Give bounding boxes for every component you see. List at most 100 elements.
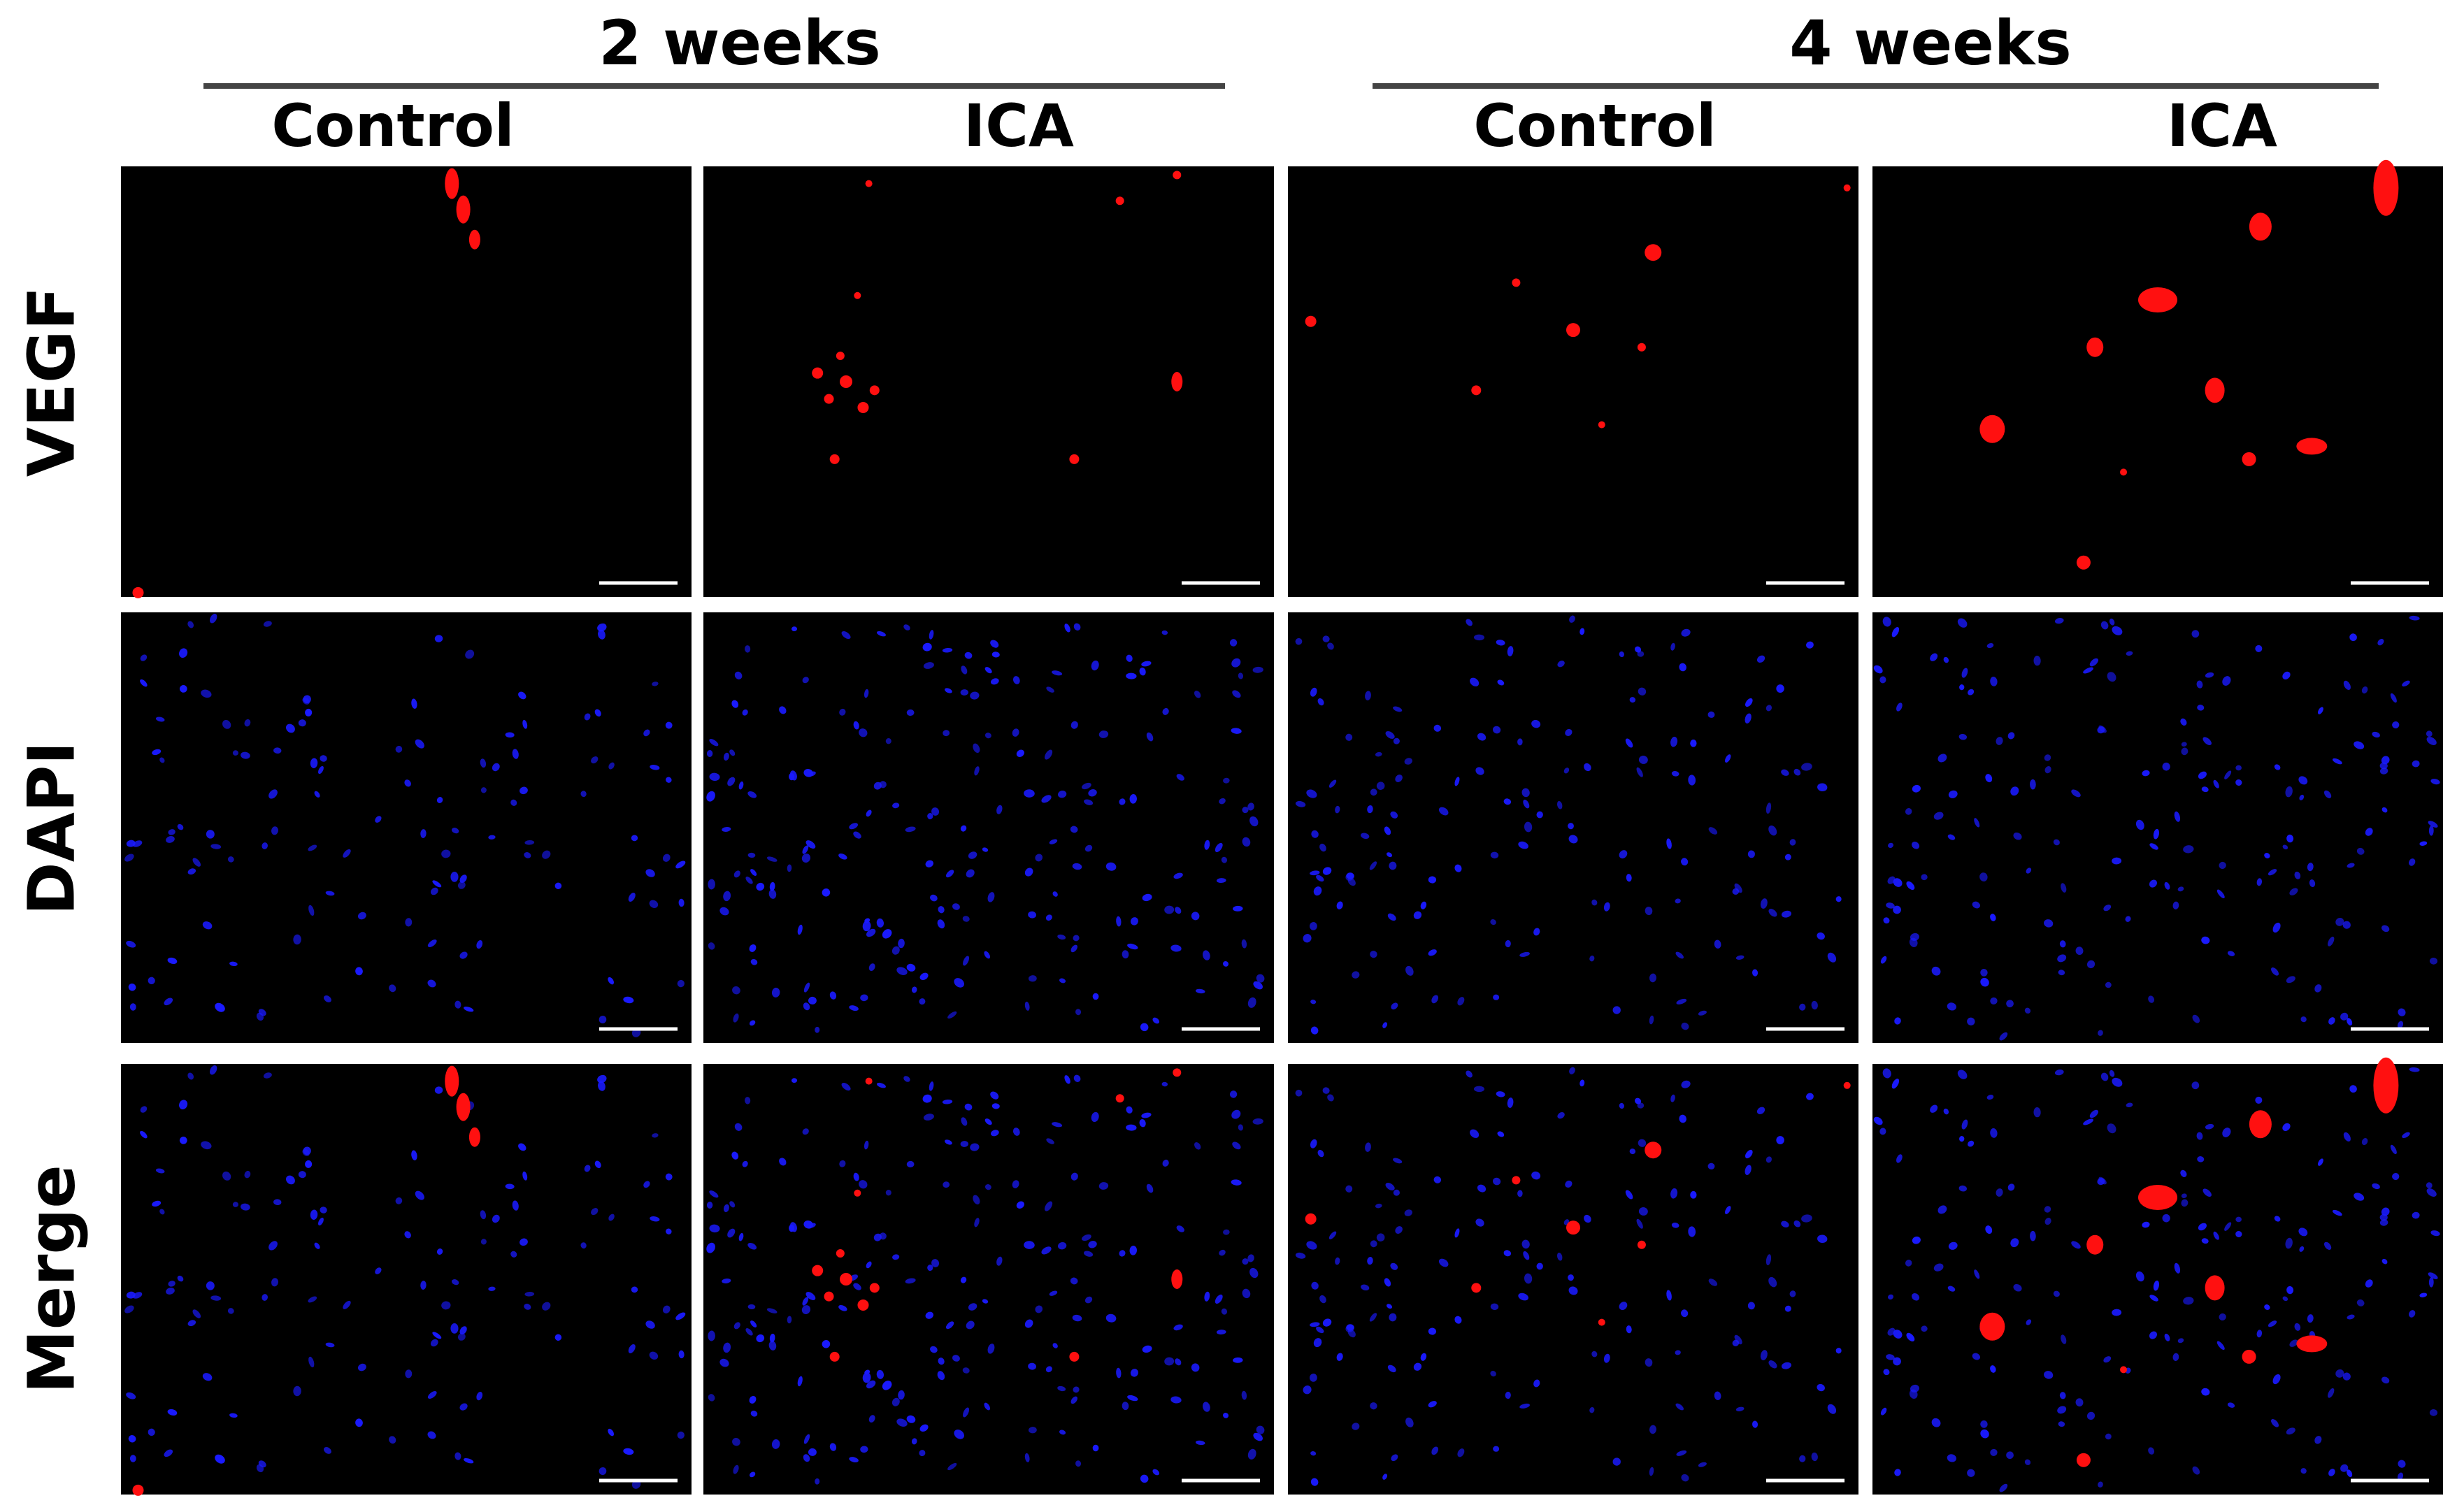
nucleus xyxy=(922,1094,932,1103)
nucleus xyxy=(1433,724,1442,732)
nucleus xyxy=(1563,768,1570,774)
nucleus xyxy=(1370,1240,1377,1248)
vegf-signal xyxy=(840,1273,852,1286)
nucleus xyxy=(1799,1003,1806,1011)
nucleus xyxy=(432,1332,442,1339)
nucleus xyxy=(1670,1188,1678,1199)
nucleus xyxy=(1894,1017,1901,1025)
nucleus xyxy=(808,1448,817,1456)
vegf-signal xyxy=(2373,1057,2399,1114)
nucleus xyxy=(982,847,989,852)
nucleus xyxy=(1405,965,1414,976)
nucleus xyxy=(2097,1178,2105,1186)
nucleus xyxy=(1141,661,1152,667)
nucleus xyxy=(1173,872,1183,879)
nucleus xyxy=(2255,1096,2263,1104)
nucleus xyxy=(2135,819,2144,830)
nucleus xyxy=(930,1346,938,1353)
nucleus xyxy=(1024,867,1033,877)
nucleus xyxy=(964,651,973,659)
nucleus xyxy=(1336,901,1343,909)
nucleus xyxy=(2309,879,2316,888)
nucleus xyxy=(1370,1402,1377,1410)
nucleus xyxy=(747,852,756,858)
nucleus xyxy=(984,1118,992,1125)
nucleus xyxy=(1986,1094,1994,1100)
nucleus xyxy=(1012,1128,1020,1136)
nucleus xyxy=(2083,1118,2093,1125)
nucleus xyxy=(459,1403,468,1411)
nucleus xyxy=(505,1183,515,1190)
nucleus xyxy=(1533,928,1540,936)
nucleus xyxy=(996,1256,1003,1266)
nucleus xyxy=(1428,949,1437,956)
nucleus xyxy=(1347,1329,1356,1338)
nucleus xyxy=(1070,826,1078,833)
nucleus xyxy=(1580,628,1585,635)
nucleus xyxy=(1521,788,1530,798)
nucleus xyxy=(1470,677,1480,686)
nucleus xyxy=(222,1171,231,1181)
nucleus xyxy=(931,1259,940,1267)
nucleus xyxy=(2398,1460,2406,1468)
nucleus xyxy=(464,1457,474,1464)
nucleus xyxy=(1760,1350,1768,1360)
nucleus xyxy=(2030,1230,2036,1241)
nucleus xyxy=(1584,1214,1591,1223)
nucleus xyxy=(990,1091,999,1100)
nucleus xyxy=(1517,738,1523,746)
nucleus xyxy=(952,1355,960,1362)
nucleus xyxy=(2026,867,2032,874)
nucleus xyxy=(457,1333,466,1341)
nucleus xyxy=(1893,1357,1901,1366)
nucleus xyxy=(1584,763,1591,772)
nucleus xyxy=(325,891,335,896)
nucleus xyxy=(1070,1396,1078,1404)
nucleus xyxy=(1933,812,1944,820)
nucleus xyxy=(1170,1396,1182,1404)
nucleus xyxy=(244,719,251,727)
nucleus xyxy=(1466,619,1473,626)
nucleus xyxy=(749,1471,756,1478)
nucleus xyxy=(1221,1308,1228,1315)
nucleus xyxy=(2219,861,2226,870)
nucleus xyxy=(256,1012,264,1021)
nucleus xyxy=(868,1415,875,1423)
nucleus xyxy=(2071,1241,2081,1249)
nucleus xyxy=(524,1304,531,1310)
nucleus xyxy=(404,1231,411,1239)
nucleus xyxy=(1565,728,1573,737)
nucleus xyxy=(1310,687,1317,697)
nucleus xyxy=(1170,944,1182,952)
nucleus xyxy=(2202,737,2212,745)
nucleus xyxy=(927,813,933,820)
nucleus xyxy=(1681,858,1689,866)
nucleus xyxy=(1493,1446,1500,1452)
nucleus xyxy=(628,1344,636,1353)
nucleus xyxy=(1974,818,1980,828)
nucleus xyxy=(179,684,187,693)
nucleus xyxy=(1384,826,1391,835)
nucleus xyxy=(1310,999,1317,1005)
nucleus xyxy=(970,1143,980,1151)
nucleus xyxy=(2408,858,2416,866)
nucleus xyxy=(1390,1262,1398,1270)
nucleus xyxy=(293,1385,301,1397)
nucleus xyxy=(2428,821,2438,828)
nucleus xyxy=(2153,1280,2160,1291)
nucleus xyxy=(802,1128,809,1135)
nucleus xyxy=(905,1278,916,1284)
nucleus xyxy=(2409,615,2420,621)
vegf-signal xyxy=(854,1189,861,1197)
nucleus xyxy=(815,1026,820,1033)
nucleus xyxy=(2419,841,2428,846)
nucleus xyxy=(2274,764,2281,770)
nucleus xyxy=(1649,1425,1656,1434)
nucleus xyxy=(206,830,215,839)
nucleus xyxy=(1972,1353,1981,1360)
nucleus xyxy=(2213,779,2219,789)
nucleus xyxy=(598,1081,606,1091)
nucleus xyxy=(215,1454,225,1464)
nucleus xyxy=(1589,956,1595,962)
nucleus xyxy=(803,769,813,777)
